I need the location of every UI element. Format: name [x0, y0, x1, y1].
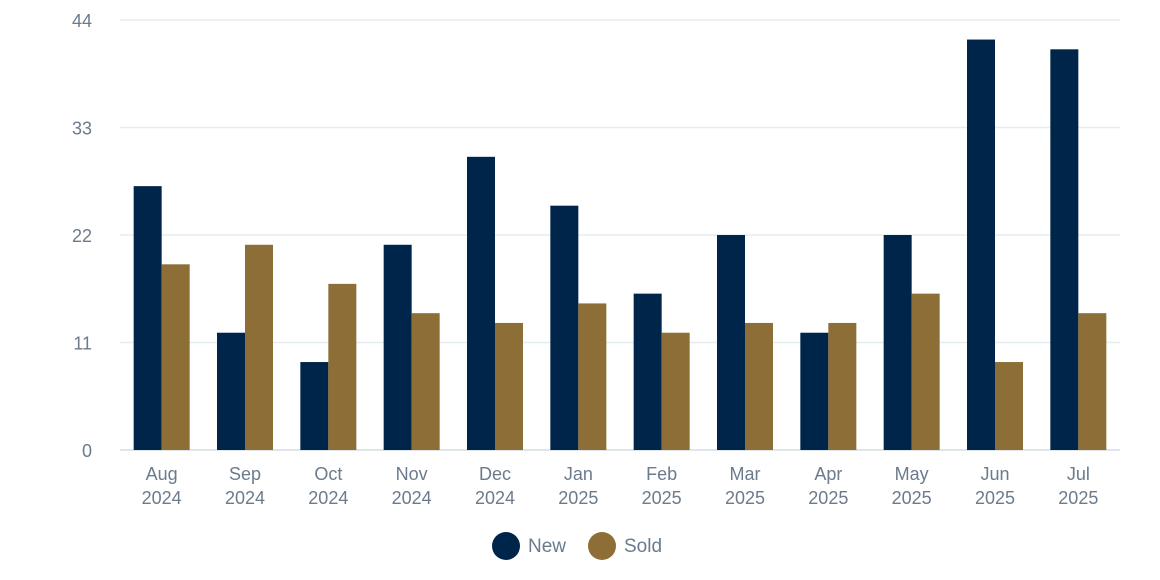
bar-sold	[495, 322, 523, 450]
bar-sold	[411, 313, 440, 450]
bar-sold	[1078, 313, 1107, 450]
x-tick-label: 2025	[642, 488, 682, 508]
x-tick-label: Jun	[980, 464, 1009, 484]
gridlines	[120, 19, 1120, 451]
x-tick-label: 2025	[975, 488, 1015, 508]
bar-sold	[578, 303, 607, 450]
x-tick-label: 2025	[1058, 488, 1098, 508]
x-tick-label: 2025	[892, 488, 932, 508]
legend-label: New	[528, 536, 566, 557]
bar-sold	[661, 332, 690, 450]
x-tick-label: 2025	[725, 488, 765, 508]
x-tick-label: Sep	[229, 464, 261, 484]
y-tick-label: 33	[72, 119, 92, 139]
bar-new	[550, 205, 579, 450]
x-tick-label: 2024	[475, 488, 515, 508]
bar-new	[300, 362, 329, 450]
x-tick-label: Dec	[479, 464, 511, 484]
x-tick-label: Mar	[730, 464, 761, 484]
bar-new	[883, 235, 912, 450]
x-tick-label: May	[895, 464, 929, 484]
bar-new	[383, 244, 412, 450]
bar-new	[633, 293, 662, 450]
bar-sold	[911, 293, 940, 450]
bar-new	[217, 332, 245, 450]
bar-new	[467, 156, 495, 450]
bar-new	[717, 235, 745, 450]
x-tick-label: Nov	[396, 464, 428, 484]
x-tick-label: Feb	[646, 464, 677, 484]
legend-item-new[interactable]: New	[492, 532, 566, 560]
x-tick-label: 2025	[808, 488, 848, 508]
bars	[133, 39, 1107, 451]
y-tick-label: 11	[73, 334, 92, 354]
legend: New Sold	[492, 532, 662, 560]
bar-new	[1050, 49, 1079, 451]
y-axis-ticks: 0 11 22 33 44	[72, 11, 92, 461]
bar-new	[800, 332, 829, 450]
x-axis-ticks: Aug 2024 Sep 2024 Oct 2024 Nov 2024 Dec 2024 Jan 20…	[142, 464, 1099, 508]
bar-sold	[245, 244, 273, 450]
bar-sold	[995, 362, 1023, 450]
legend-item-sold[interactable]: Sold	[588, 532, 662, 560]
bar-sold	[745, 322, 773, 450]
x-tick-label: Aug	[146, 464, 178, 484]
legend-swatch	[492, 532, 520, 560]
x-tick-label: 2025	[558, 488, 598, 508]
bar-sold	[161, 264, 190, 450]
y-tick-label: 22	[72, 226, 92, 246]
x-tick-label: Jul	[1067, 464, 1090, 484]
bar-new	[133, 186, 162, 451]
x-tick-label: 2024	[142, 488, 182, 508]
y-tick-label: 44	[72, 11, 92, 31]
x-tick-label: Jan	[564, 464, 593, 484]
x-tick-label: 2024	[225, 488, 265, 508]
x-tick-label: Oct	[314, 464, 342, 484]
legend-swatch	[588, 532, 616, 560]
x-tick-label: 2024	[308, 488, 348, 508]
y-tick-label: 0	[82, 441, 92, 461]
x-tick-label: 2024	[392, 488, 432, 508]
x-tick-label: Apr	[814, 464, 842, 484]
bar-sold	[328, 283, 357, 450]
bar-new	[967, 39, 995, 450]
bar-sold	[828, 322, 857, 450]
legend-label: Sold	[624, 536, 662, 557]
